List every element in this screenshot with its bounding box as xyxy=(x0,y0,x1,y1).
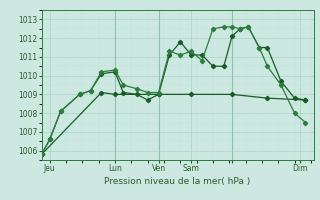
X-axis label: Pression niveau de la mer( hPa ): Pression niveau de la mer( hPa ) xyxy=(104,177,251,186)
